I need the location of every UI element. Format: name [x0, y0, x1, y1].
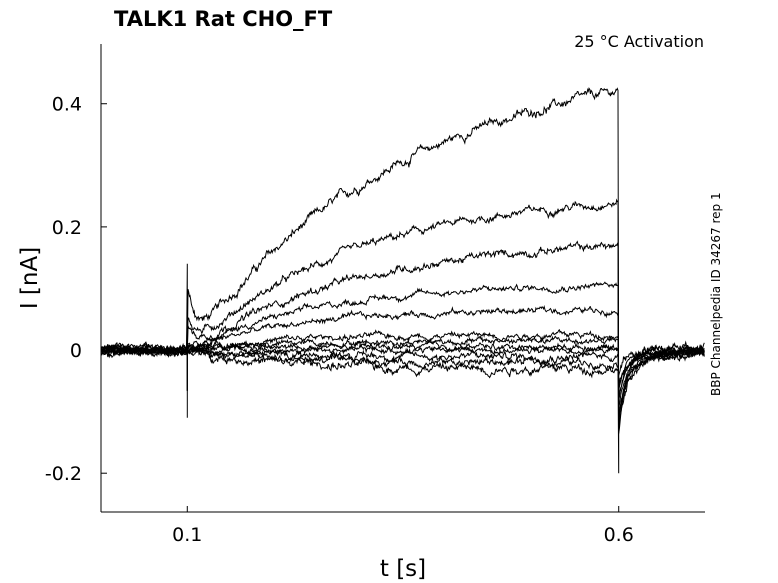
ticks: 0.1 0.6 -0.2 0 0.2 0.4	[45, 94, 634, 546]
trace-line-12	[100, 340, 705, 474]
trace-line-5	[100, 304, 705, 419]
y-tick-label: 0.2	[52, 217, 82, 239]
side-label: BBP Channelpedia ID 34267 rep 1	[709, 192, 723, 396]
chart-title: TALK1 Rat CHO_FT	[114, 7, 333, 31]
annotation: 25 °C Activation	[574, 32, 704, 51]
x-axis-label: t [s]	[380, 556, 426, 582]
x-tick-label: 0.1	[172, 524, 202, 546]
trace-line-8	[100, 340, 705, 398]
trace-line-11	[100, 342, 705, 386]
y-tick-label: 0.4	[52, 94, 82, 116]
trace-line-6	[100, 328, 705, 409]
trace-line-9	[100, 343, 705, 392]
trace-line-2	[100, 198, 705, 429]
y-axis-label: I [nA]	[17, 247, 43, 309]
x-tick-label: 0.6	[604, 524, 634, 546]
traces	[100, 87, 705, 474]
trace-line-3	[100, 240, 705, 425]
y-tick-label: 0	[70, 340, 82, 362]
trace-line-4	[100, 281, 705, 420]
trace-line-1	[100, 87, 705, 434]
y-tick-label: -0.2	[45, 463, 82, 485]
